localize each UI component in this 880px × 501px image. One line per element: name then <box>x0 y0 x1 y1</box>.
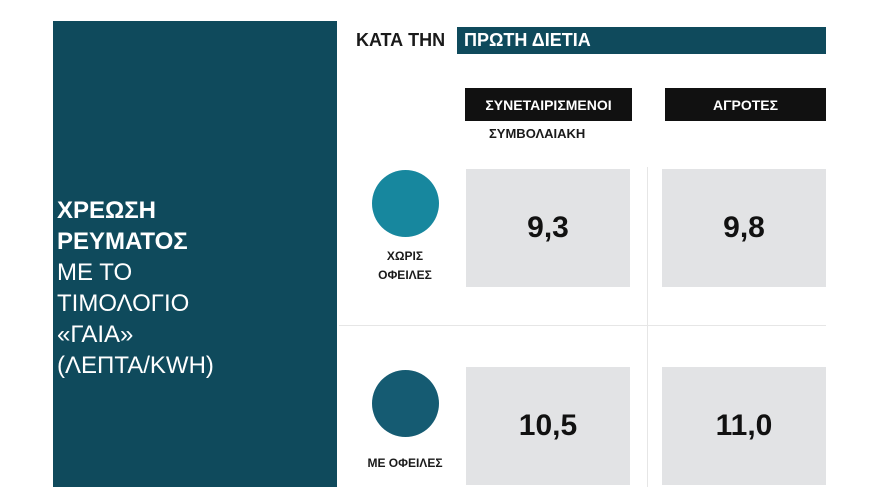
title-text: ΧΡΕΩΣΗ ΡΕΥΜΑΤΟΣ ΜΕ ΤΟ ΤΙΜΟΛΟΓΙΟ «ΓΑΙΑ» (… <box>57 195 287 381</box>
column-divider <box>647 167 648 487</box>
row-divider <box>339 325 826 326</box>
subtitle-line-1: ΜΕ ΤΟ <box>57 259 133 286</box>
unit-label: (ΛΕΠΤΑ/KWH) <box>57 352 214 379</box>
title-panel <box>53 21 337 487</box>
value-cell-with-debts-cooperative: 10,5 <box>466 367 630 485</box>
row-marker-with-debts <box>372 370 439 437</box>
row-label-with-debts: ΜΕ ΟΦΕΙΛΕΣ <box>367 456 443 470</box>
row-label-no-debts-line-2: ΟΦΕΙΛΕΣ <box>378 268 432 282</box>
title-line-2: ΡΕΥΜΑΤΟΣ <box>57 228 188 255</box>
row-label-no-debts-line-1: ΧΩΡΙΣ <box>386 249 424 263</box>
title-line-1: ΧΡΕΩΣΗ <box>57 197 156 224</box>
header-bar-text: ΠΡΩΤΗ ΔΙΕΤΙΑ <box>464 30 591 50</box>
value-cell-no-debts-cooperative: 9,3 <box>466 169 630 287</box>
row-marker-no-debts <box>372 170 439 237</box>
subtitle-line-2: ΤΙΜΟΛΟΓΙΟ <box>57 290 190 317</box>
value-cell-no-debts-farmers: 9,8 <box>662 169 826 287</box>
header-prefix: ΚΑΤΑ ΤΗΝ <box>356 30 446 50</box>
column-subheader-cooperative: ΣΥΜΒΟΛΑΙΑΚΗ <box>489 126 586 141</box>
header-bar: ΠΡΩΤΗ ΔΙΕΤΙΑ <box>457 27 826 54</box>
row-label-no-debts: ΧΩΡΙΣ ΟΦΕΙΛΕΣ <box>350 247 460 285</box>
column-header-cooperative: ΣΥΝΕΤΑΙΡΙΣΜΕΝΟΙ <box>465 88 632 121</box>
subtitle-line-3: «ΓΑΙΑ» <box>57 321 134 348</box>
column-header-farmers: ΑΓΡΟΤΕΣ <box>665 88 826 121</box>
value-cell-with-debts-farmers: 11,0 <box>662 367 826 485</box>
